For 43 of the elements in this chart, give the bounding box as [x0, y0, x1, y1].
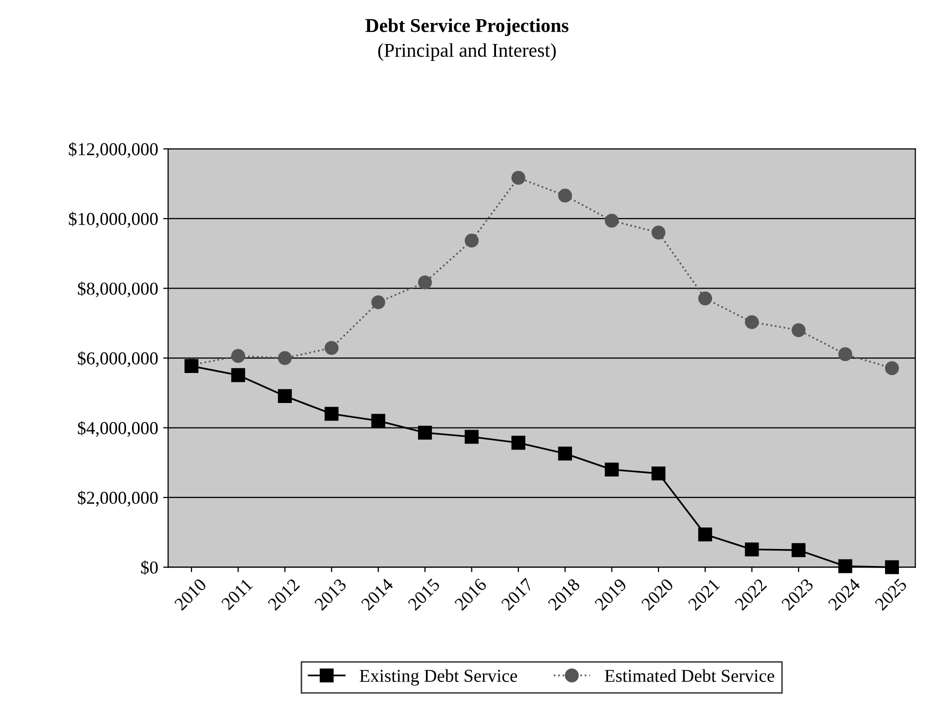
point — [324, 406, 339, 421]
point — [792, 543, 806, 558]
y-tick-label: $12,000,000 — [68, 142, 158, 158]
x-tick-label: 2011 — [220, 578, 254, 610]
point — [604, 214, 619, 228]
point — [371, 295, 386, 310]
point — [231, 349, 246, 363]
point — [558, 446, 572, 461]
point — [511, 436, 526, 450]
point — [558, 188, 572, 203]
x-tick-label: 2021 — [688, 578, 720, 611]
point — [652, 226, 666, 240]
point — [464, 234, 479, 248]
point — [838, 347, 852, 362]
point — [792, 323, 806, 338]
point — [885, 361, 899, 376]
point — [698, 291, 712, 306]
point — [324, 340, 339, 355]
y-tick-label: $10,000,000 — [68, 212, 158, 228]
point — [418, 426, 432, 440]
legend-label: Estimated Debt Service — [604, 669, 774, 682]
y-tick-label: $8,000,000 — [78, 282, 158, 298]
y-tick-label: $0 — [141, 560, 158, 575]
y-tick-label: $2,000,000 — [78, 490, 158, 507]
chart-title: Debt Service Projections — [365, 18, 568, 36]
point — [278, 389, 292, 403]
chart-subtitle: (Principal and Interest) — [378, 43, 556, 61]
point — [604, 462, 619, 477]
point — [744, 315, 759, 330]
point — [464, 430, 479, 444]
point — [371, 414, 386, 428]
y-tick-label: $6,000,000 — [78, 351, 158, 368]
point — [231, 368, 246, 382]
point — [652, 466, 666, 480]
point — [511, 170, 526, 185]
point — [278, 351, 292, 365]
point — [698, 527, 712, 542]
point — [418, 275, 432, 290]
point — [744, 542, 759, 556]
point — [838, 559, 852, 574]
legend-label: Existing Debt Service — [360, 669, 518, 686]
y-tick-label: $4,000,000 — [78, 420, 158, 437]
point — [885, 560, 899, 574]
